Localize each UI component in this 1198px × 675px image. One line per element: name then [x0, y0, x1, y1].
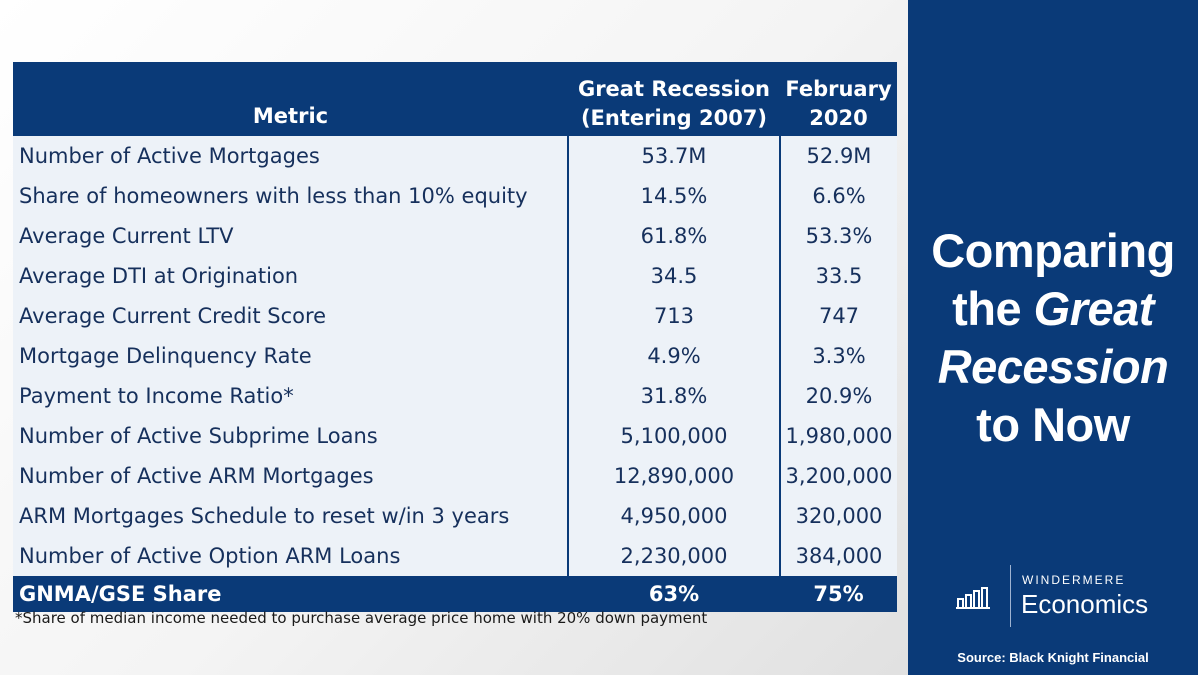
- metric-cell: Average Current Credit Score: [13, 296, 568, 336]
- feb-2020-cell: 747: [779, 296, 897, 336]
- table-row: Number of Active Subprime Loans 5,100,00…: [13, 416, 897, 456]
- table-row: Number of Active Mortgages 53.7M 52.9M: [13, 136, 897, 176]
- title-line-3-text: Recession: [937, 340, 1169, 393]
- header-great-recession-line1: Great Recession: [577, 77, 771, 102]
- footer-great-recession-cell: 63%: [568, 576, 780, 612]
- table-footer-row: GNMA/GSE Share 63% 75%: [13, 576, 897, 612]
- title-line-1: Comparing: [931, 224, 1175, 277]
- header-great-recession-line2: (Entering 2007): [580, 105, 768, 130]
- metric-cell: Number of Active Subprime Loans: [13, 416, 568, 456]
- header-feb-2020-line2: 2020: [809, 105, 868, 130]
- great-recession-cell: 12,890,000: [567, 456, 780, 496]
- brand-logo: WINDERMERE Economics: [956, 565, 1186, 627]
- feb-2020-cell: 20.9%: [779, 376, 897, 416]
- bar-chart-icon: [956, 587, 990, 609]
- table-row: Number of Active ARM Mortgages 12,890,00…: [13, 456, 897, 496]
- great-recession-cell: 31.8%: [567, 376, 780, 416]
- great-recession-cell: 61.8%: [567, 216, 780, 256]
- footer-feb-2020-cell: 75%: [780, 576, 897, 612]
- great-recession-cell: 4,950,000: [567, 496, 780, 536]
- header-metric: Metric: [13, 62, 568, 136]
- metric-cell: ARM Mortgages Schedule to reset w/in 3 y…: [13, 496, 568, 536]
- feb-2020-cell: 3.3%: [779, 336, 897, 376]
- feb-2020-cell: 52.9M: [779, 136, 897, 176]
- slide-title: Comparing the Great Recession to Now: [908, 222, 1198, 454]
- footnote: *Share of median income needed to purcha…: [15, 609, 708, 627]
- metric-cell: Average Current LTV: [13, 216, 568, 256]
- great-recession-cell: 713: [567, 296, 780, 336]
- table-row: Average Current Credit Score 713 747: [13, 296, 897, 336]
- great-recession-cell: 34.5: [567, 256, 780, 296]
- metrics-table: Metric Great Recession (Entering 2007) F…: [13, 62, 897, 612]
- metric-cell: Number of Active Option ARM Loans: [13, 536, 568, 576]
- great-recession-cell: 53.7M: [567, 136, 780, 176]
- brand-small-text: WINDERMERE: [1022, 573, 1126, 587]
- metric-cell: Average DTI at Origination: [13, 256, 568, 296]
- title-line-2-a: the: [952, 282, 1034, 335]
- source-note: Source: Black Knight Financial: [957, 650, 1149, 665]
- metric-cell: Payment to Income Ratio*: [13, 376, 568, 416]
- metric-cell: Share of homeowners with less than 10% e…: [13, 176, 568, 216]
- table-header-row: Metric Great Recession (Entering 2007) F…: [13, 62, 897, 136]
- title-line-4: to Now: [976, 398, 1130, 451]
- title-line-3: Recession: [908, 338, 1198, 396]
- title-line-2-b: Great: [1033, 282, 1155, 335]
- table-row: Mortgage Delinquency Rate 4.9% 3.3%: [13, 336, 897, 376]
- metric-cell: Number of Active Mortgages: [13, 136, 568, 176]
- great-recession-cell: 4.9%: [567, 336, 780, 376]
- feb-2020-cell: 53.3%: [779, 216, 897, 256]
- header-feb-2020-line1: February: [785, 77, 892, 102]
- table-row: Number of Active Option ARM Loans 2,230,…: [13, 536, 897, 576]
- feb-2020-cell: 3,200,000: [779, 456, 897, 496]
- table-row: Average Current LTV 61.8% 53.3%: [13, 216, 897, 256]
- header-great-recession: Great Recession (Entering 2007): [568, 62, 780, 136]
- sidebar-panel: Comparing the Great Recession to Now WIN…: [908, 0, 1198, 675]
- title-line-2: the Great: [908, 280, 1198, 338]
- table-row: ARM Mortgages Schedule to reset w/in 3 y…: [13, 496, 897, 536]
- feb-2020-cell: 320,000: [779, 496, 897, 536]
- metric-cell: Mortgage Delinquency Rate: [13, 336, 568, 376]
- feb-2020-cell: 6.6%: [779, 176, 897, 216]
- great-recession-cell: 2,230,000: [567, 536, 780, 576]
- feb-2020-cell: 33.5: [779, 256, 897, 296]
- brand-divider: [1010, 565, 1011, 627]
- header-feb-2020: February 2020: [780, 62, 897, 136]
- brand-big-text: Economics: [1021, 589, 1149, 619]
- feb-2020-cell: 384,000: [779, 536, 897, 576]
- great-recession-cell: 14.5%: [567, 176, 780, 216]
- great-recession-cell: 5,100,000: [567, 416, 780, 456]
- table-row: Average DTI at Origination 34.5 33.5: [13, 256, 897, 296]
- table-row: Share of homeowners with less than 10% e…: [13, 176, 897, 216]
- slide-main: Metric Great Recession (Entering 2007) F…: [13, 62, 897, 627]
- feb-2020-cell: 1,980,000: [779, 416, 897, 456]
- metric-cell: Number of Active ARM Mortgages: [13, 456, 568, 496]
- table-row: Payment to Income Ratio* 31.8% 20.9%: [13, 376, 897, 416]
- footer-metric-cell: GNMA/GSE Share: [13, 576, 568, 612]
